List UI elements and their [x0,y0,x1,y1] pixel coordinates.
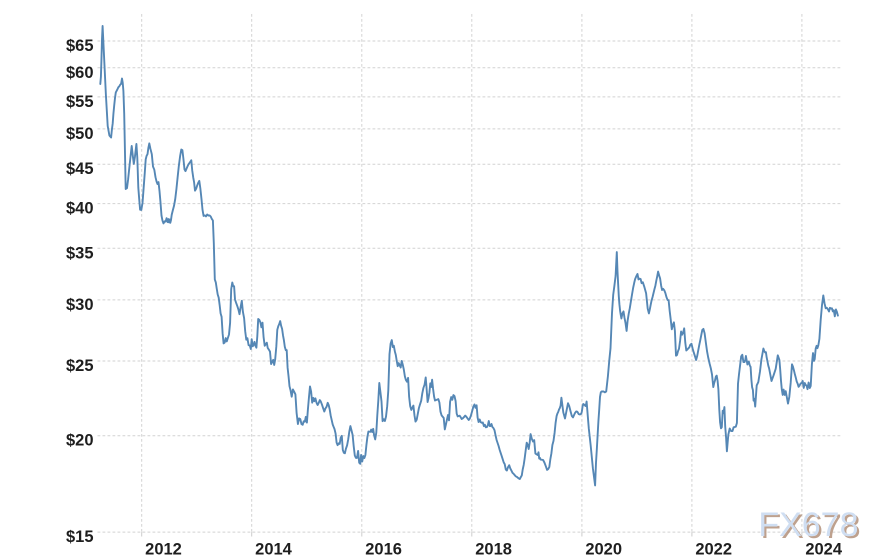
svg-text:$50: $50 [66,125,94,143]
svg-text:FX678: FX678 [758,506,858,544]
svg-text:FX678: FX678 [761,508,861,546]
svg-text:2024: 2024 [805,541,843,559]
svg-text:$65: $65 [66,37,94,55]
svg-text:2020: 2020 [585,541,622,559]
svg-text:$40: $40 [66,200,94,218]
svg-text:$30: $30 [66,296,94,314]
svg-text:$60: $60 [66,64,94,82]
svg-text:2012: 2012 [145,541,182,559]
svg-text:2018: 2018 [475,541,512,559]
svg-text:$35: $35 [66,244,94,262]
svg-text:$20: $20 [66,432,94,450]
svg-text:$25: $25 [66,357,94,375]
svg-text:$45: $45 [66,160,94,178]
svg-text:2014: 2014 [255,541,293,559]
svg-text:2016: 2016 [365,541,402,559]
svg-text:$55: $55 [66,93,94,111]
svg-text:$15: $15 [66,528,94,546]
svg-text:2022: 2022 [695,541,732,559]
